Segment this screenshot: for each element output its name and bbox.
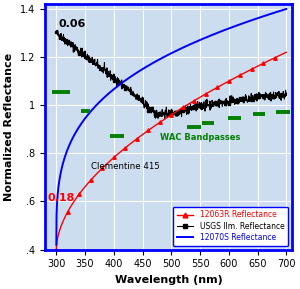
Line: 12063R Reflectance: 12063R Reflectance <box>55 51 288 251</box>
USGS Ilm. Reflectance <box>238 99 242 102</box>
USGS Ilm. Reflectance <box>55 30 58 34</box>
USGS Ilm. Reflectance <box>213 100 217 104</box>
Y-axis label: Normalized Reflectance: Normalized Reflectance <box>4 53 14 201</box>
Text: Clementine 415: Clementine 415 <box>91 162 160 171</box>
X-axis label: Wavelength (nm): Wavelength (nm) <box>115 275 222 285</box>
Legend: 12063R Reflectance, USGS Ilm. Reflectance, 12070S Reflectance: 12063R Reflectance, USGS Ilm. Reflectanc… <box>173 207 288 246</box>
12063R Reflectance <box>284 51 288 54</box>
Text: WAC Bandpasses: WAC Bandpasses <box>160 133 240 142</box>
12063R Reflectance <box>234 76 237 79</box>
12063R Reflectance <box>156 122 159 126</box>
12063R Reflectance <box>238 74 242 77</box>
USGS Ilm. Reflectance <box>284 91 288 95</box>
12070S Reflectance <box>55 243 58 247</box>
USGS Ilm. Reflectance <box>55 29 59 32</box>
12063R Reflectance <box>78 192 82 195</box>
12063R Reflectance <box>148 128 151 131</box>
USGS Ilm. Reflectance <box>78 52 82 55</box>
USGS Ilm. Reflectance <box>148 105 151 109</box>
12063R Reflectance <box>55 248 58 251</box>
12070S Reflectance <box>156 59 159 62</box>
Line: 12070S Reflectance: 12070S Reflectance <box>56 9 286 245</box>
12070S Reflectance <box>234 24 237 28</box>
12070S Reflectance <box>284 7 288 11</box>
USGS Ilm. Reflectance <box>156 112 160 116</box>
Line: USGS Ilm. Reflectance: USGS Ilm. Reflectance <box>55 29 288 120</box>
12070S Reflectance <box>238 23 242 26</box>
12070S Reflectance <box>78 124 82 127</box>
USGS Ilm. Reflectance <box>234 102 238 105</box>
12070S Reflectance <box>148 63 151 67</box>
Text: 0.18: 0.18 <box>48 193 75 203</box>
12070S Reflectance <box>212 32 216 36</box>
USGS Ilm. Reflectance <box>163 117 166 121</box>
Text: 0.06: 0.06 <box>58 19 85 29</box>
12063R Reflectance <box>212 87 216 91</box>
